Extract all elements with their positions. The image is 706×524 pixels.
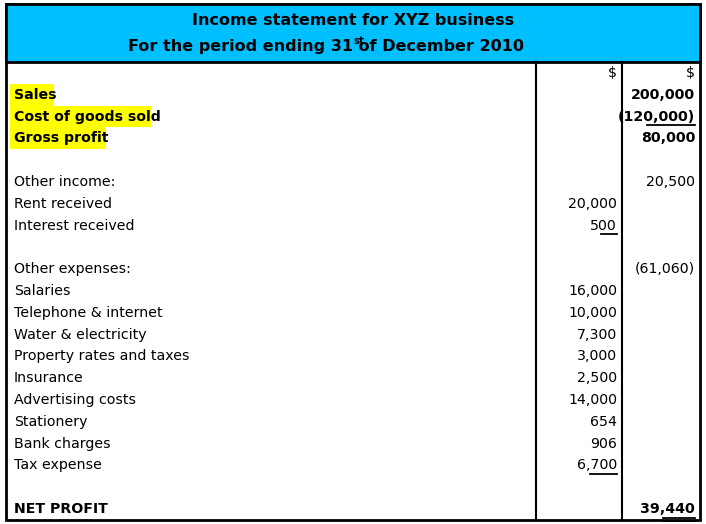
Text: 500: 500 (590, 219, 617, 233)
Text: Sales: Sales (14, 88, 56, 102)
Text: 6,700: 6,700 (577, 458, 617, 473)
Bar (10, 84, 54, 106)
Text: Tax expense: Tax expense (14, 458, 102, 473)
Text: Property rates and taxes: Property rates and taxes (14, 350, 189, 364)
Text: 7,300: 7,300 (577, 328, 617, 342)
Text: Bank charges: Bank charges (14, 436, 111, 451)
Text: 3,000: 3,000 (577, 350, 617, 364)
Text: 20,000: 20,000 (568, 196, 617, 211)
Text: 654: 654 (590, 415, 617, 429)
Text: NET PROFIT: NET PROFIT (14, 502, 108, 516)
Text: 20,500: 20,500 (646, 175, 695, 189)
Text: Cost of goods sold: Cost of goods sold (14, 110, 161, 124)
Text: Salaries: Salaries (14, 284, 71, 298)
Text: 80,000: 80,000 (640, 132, 695, 145)
Bar (6, 4, 700, 62)
Text: Stationery: Stationery (14, 415, 88, 429)
Text: (61,060): (61,060) (635, 262, 695, 276)
Text: 200,000: 200,000 (631, 88, 695, 102)
Bar (6, 4, 700, 62)
Text: Advertising costs: Advertising costs (14, 393, 136, 407)
Text: Rent received: Rent received (14, 196, 112, 211)
Text: 2,500: 2,500 (577, 371, 617, 385)
Text: $: $ (686, 66, 695, 80)
Text: Interest received: Interest received (14, 219, 135, 233)
Text: 14,000: 14,000 (568, 393, 617, 407)
Text: For the period ending 31: For the period ending 31 (128, 39, 353, 54)
Text: 906: 906 (590, 436, 617, 451)
Text: (120,000): (120,000) (618, 110, 695, 124)
Text: Other income:: Other income: (14, 175, 115, 189)
Text: $: $ (608, 66, 617, 80)
Text: Insurance: Insurance (14, 371, 84, 385)
Bar (10, 106, 151, 127)
Text: 16,000: 16,000 (568, 284, 617, 298)
Text: 39,440: 39,440 (640, 502, 695, 516)
Text: Telephone & internet: Telephone & internet (14, 306, 162, 320)
Text: of December 2010: of December 2010 (353, 39, 524, 54)
Text: Gross profit: Gross profit (14, 132, 109, 145)
Text: Water & electricity: Water & electricity (14, 328, 147, 342)
Bar (10, 127, 106, 149)
Text: Other expenses:: Other expenses: (14, 262, 131, 276)
Text: 10,000: 10,000 (568, 306, 617, 320)
Text: Income statement for XYZ business: Income statement for XYZ business (192, 13, 514, 28)
Text: st: st (353, 37, 364, 47)
